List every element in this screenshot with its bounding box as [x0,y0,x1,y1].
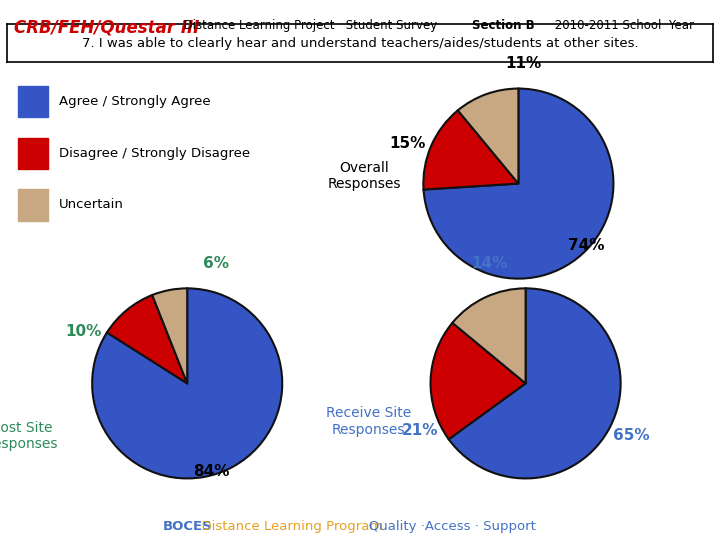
Text: 10%: 10% [66,323,102,339]
Text: 14%: 14% [472,256,508,271]
Text: 11%: 11% [505,57,541,71]
Text: Disagree / Strongly Disagree: Disagree / Strongly Disagree [59,147,251,160]
Text: 21%: 21% [402,423,438,438]
Text: Host Site
Responses: Host Site Responses [0,421,58,451]
Text: 15%: 15% [389,136,426,151]
Text: Quality ·Access · Support: Quality ·Access · Support [356,520,536,533]
Text: Section B: Section B [472,19,534,32]
Text: Receive Site
Responses: Receive Site Responses [326,406,411,436]
Text: 6%: 6% [203,256,229,271]
Text: Uncertain: Uncertain [59,199,124,212]
Text: Distance Learning Program: Distance Learning Program [194,520,382,533]
Text: 2010-2011 School  Year: 2010-2011 School Year [536,19,694,32]
Bar [18,190,48,220]
Text: 74%: 74% [568,238,604,253]
Text: 84%: 84% [193,464,229,479]
Bar [18,86,48,117]
Text: BOCES: BOCES [162,520,212,533]
Text: Distance Learning Project   Student Survey: Distance Learning Project Student Survey [176,19,445,32]
Text: CRB/FEH/Questar III: CRB/FEH/Questar III [14,19,199,37]
Wedge shape [458,89,518,184]
Wedge shape [449,288,621,478]
Wedge shape [431,323,526,439]
Bar [18,138,48,168]
Text: Overall
Responses: Overall Responses [328,161,401,191]
Wedge shape [92,288,282,478]
Text: 7. I was able to clearly hear and understand teachers/aides/students at other si: 7. I was able to clearly hear and unders… [81,37,639,50]
Text: Agree / Strongly Agree: Agree / Strongly Agree [59,95,211,108]
Text: 65%: 65% [613,428,649,443]
Wedge shape [423,110,518,190]
Wedge shape [423,89,613,279]
Wedge shape [107,295,187,383]
Wedge shape [152,288,187,383]
Wedge shape [452,288,526,383]
